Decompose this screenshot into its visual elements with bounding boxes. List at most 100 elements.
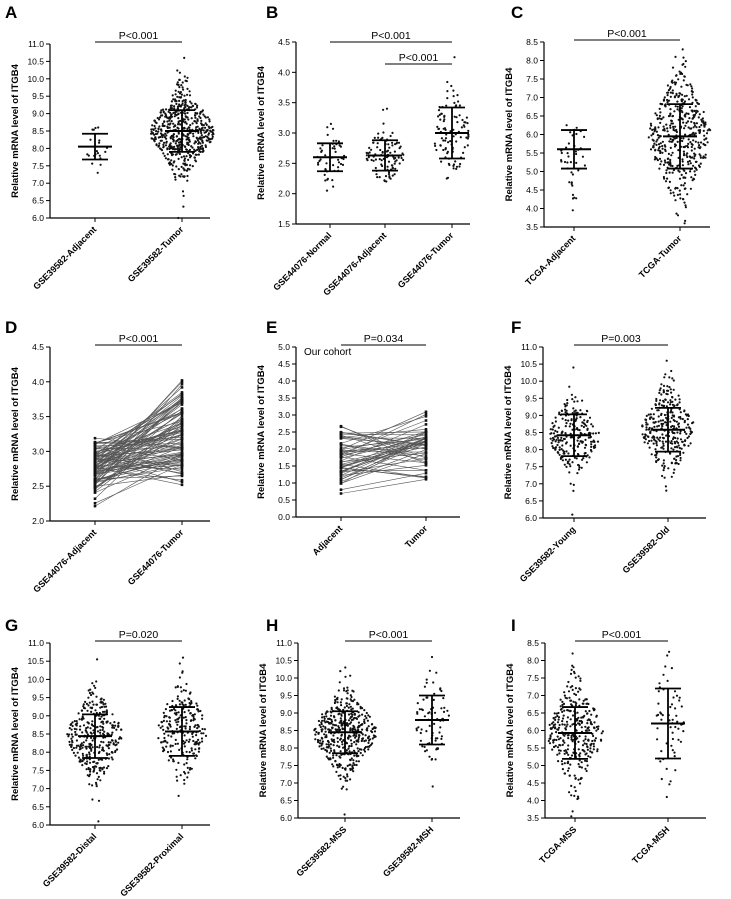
data-point (669, 726, 672, 729)
data-point (434, 144, 437, 147)
data-point (87, 766, 90, 770)
data-point (325, 162, 328, 165)
data-point (549, 428, 552, 431)
data-point (187, 143, 190, 147)
data-point (337, 140, 340, 143)
data-point (160, 134, 163, 137)
data-point (194, 102, 197, 106)
data-point (174, 742, 177, 746)
data-point (692, 178, 696, 181)
data-point (191, 165, 194, 168)
data-point (677, 425, 681, 428)
data-point (433, 142, 436, 145)
data-point (663, 476, 666, 479)
data-point (689, 141, 692, 144)
data-point (416, 702, 419, 705)
data-point (160, 109, 163, 112)
data-point-adjacent (93, 456, 97, 460)
data-point (453, 115, 456, 118)
data-point (650, 439, 653, 442)
series-gse39582-adjacent (78, 126, 112, 174)
data-point (182, 689, 185, 692)
y-tick-label: 7.5 (280, 761, 292, 771)
data-point (450, 84, 453, 88)
data-point (435, 671, 438, 674)
data-point (681, 164, 685, 167)
data-point (688, 106, 692, 109)
data-point (179, 119, 182, 122)
y-tick-label: 8.0 (526, 56, 538, 66)
data-point (178, 703, 181, 706)
data-point (341, 766, 344, 770)
data-point (660, 393, 663, 396)
data-point (553, 712, 556, 715)
data-point (151, 124, 154, 127)
data-point (572, 751, 575, 754)
data-point (592, 734, 595, 738)
y-tick-label: 6.0 (32, 820, 44, 830)
data-point (166, 148, 169, 151)
data-point-tumor (424, 471, 428, 475)
series-gse44076-adjacent (365, 107, 405, 183)
data-point (556, 436, 560, 439)
data-point (562, 739, 565, 742)
data-point (388, 146, 391, 149)
data-point (669, 91, 673, 94)
data-point (654, 403, 657, 406)
data-point (197, 153, 200, 156)
data-point (324, 730, 327, 733)
data-point (656, 425, 659, 428)
data-point (686, 120, 690, 123)
data-point (665, 767, 668, 771)
data-point (320, 747, 323, 751)
data-point (164, 132, 167, 135)
data-point (675, 459, 678, 462)
data-point (552, 432, 556, 435)
x-tick-label: TCGA-Adjacent (523, 233, 577, 287)
data-point (683, 152, 686, 155)
data-point (705, 132, 709, 135)
data-point (667, 99, 671, 102)
data-point (69, 723, 72, 727)
data-point (692, 421, 695, 424)
data-point (687, 444, 690, 447)
data-point (669, 164, 672, 167)
y-tick-label: 7.5 (32, 161, 44, 171)
data-point (550, 442, 553, 445)
data-point (211, 133, 214, 136)
data-point (677, 416, 681, 419)
data-point-adjacent (339, 462, 343, 466)
data-point (698, 147, 701, 150)
paired-line (94, 434, 183, 471)
y-axis-label: Relative mRNA level of ITGB4 (504, 67, 515, 201)
data-point (698, 144, 701, 147)
p-value-label: P<0.001 (399, 52, 439, 64)
data-point (190, 700, 193, 703)
data-point (682, 79, 685, 82)
data-point (579, 777, 582, 781)
data-point (397, 156, 400, 159)
data-point (78, 718, 81, 721)
data-point (446, 97, 449, 100)
data-point (194, 140, 198, 144)
data-point (101, 767, 104, 770)
data-point (551, 748, 554, 751)
data-point (590, 450, 593, 453)
data-point (189, 154, 193, 158)
data-point (674, 707, 677, 710)
data-point (323, 719, 326, 722)
data-point (70, 728, 73, 731)
y-tick-label: 9.0 (280, 708, 292, 718)
data-point (382, 108, 385, 111)
panel-letter: F (511, 318, 521, 337)
data-point (665, 434, 668, 437)
data-point (168, 119, 171, 122)
data-point (347, 736, 350, 739)
data-point (89, 706, 92, 709)
data-point (172, 758, 175, 761)
data-point (97, 751, 100, 755)
data-point (557, 711, 560, 715)
data-point (568, 471, 571, 474)
data-point (100, 721, 103, 724)
data-point (323, 717, 326, 720)
